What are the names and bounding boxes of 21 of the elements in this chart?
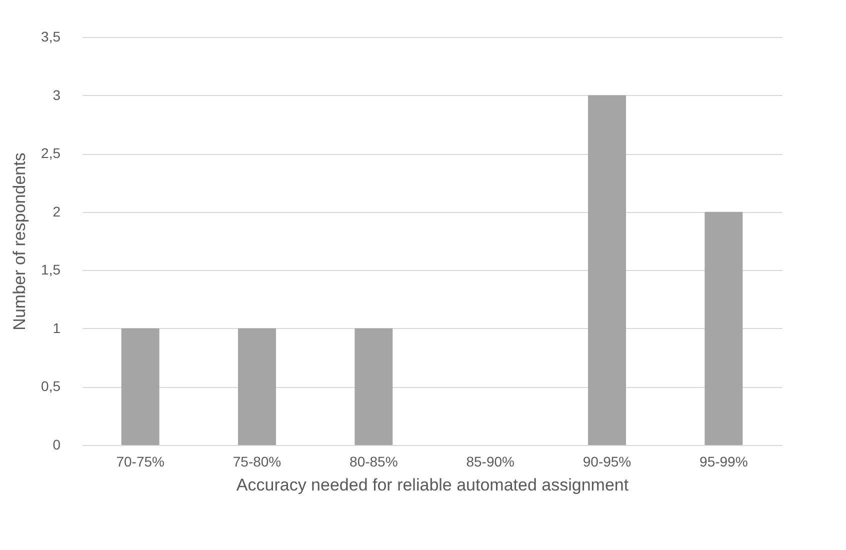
x-tick-label: 80-85% [350,454,398,470]
y-tick-label: 3 [52,86,61,103]
y-axis-title: Number of respondents [10,152,30,330]
y-tick-label: 1,5 [41,262,61,278]
bar [238,328,276,445]
x-tick-label: 95-99% [700,454,748,470]
y-tick-label: 0,5 [41,378,61,394]
bar [121,328,160,445]
y-tick-label: 2 [52,203,61,220]
y-tick-label: 3,5 [41,28,61,44]
bar [354,328,393,445]
x-tick-label: 90-95% [582,454,632,470]
x-axis-title: Accuracy needed for reliable automated assignment [236,476,629,494]
x-tick-label: 75-80% [232,454,282,470]
y-tick-label: 1 [52,320,61,336]
x-tick-label: 85-90% [466,454,514,470]
y-tick-label: 2,5 [41,145,61,162]
y-tick-label: 0 [52,436,61,452]
x-tick-label: 70-75% [116,454,164,470]
bar [588,95,626,445]
bar [704,212,743,445]
